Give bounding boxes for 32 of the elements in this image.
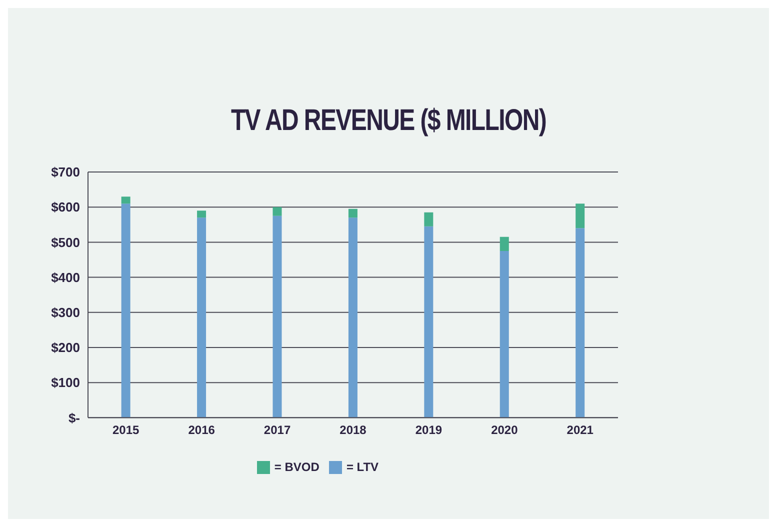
bar bbox=[272, 207, 282, 216]
bar bbox=[272, 216, 282, 418]
y-tick-label: $200 bbox=[51, 340, 80, 356]
bar bbox=[121, 204, 130, 418]
legend-label: = LTV bbox=[346, 460, 379, 474]
bar bbox=[576, 204, 585, 228]
bar bbox=[348, 208, 358, 218]
y-tick-label: $700 bbox=[51, 164, 80, 180]
y-tick-label: $600 bbox=[51, 200, 80, 215]
x-tick-label: 2018 bbox=[340, 423, 367, 438]
y-tick-label: $300 bbox=[51, 305, 80, 320]
x-tick-label: 2019 bbox=[415, 423, 442, 438]
legend-label: = BVOD bbox=[274, 460, 320, 474]
bar bbox=[121, 196, 130, 204]
x-tick-label: 2016 bbox=[188, 423, 216, 438]
x-tick-label: 2020 bbox=[491, 423, 518, 438]
x-tick-label: 2017 bbox=[264, 423, 291, 438]
bar bbox=[348, 218, 358, 418]
y-tick-label: $500 bbox=[51, 234, 80, 250]
chart-title: TV AD REVENUE ($ MILLION) bbox=[230, 103, 548, 139]
bar bbox=[500, 250, 509, 418]
bar bbox=[576, 228, 585, 418]
bar bbox=[424, 212, 434, 226]
bar bbox=[500, 236, 509, 251]
bar bbox=[197, 210, 206, 218]
bar bbox=[197, 218, 206, 418]
x-tick-label: 2015 bbox=[112, 423, 140, 438]
y-tick-label: $- bbox=[68, 410, 80, 426]
y-tick-label: $100 bbox=[51, 375, 80, 390]
x-tick-label: 2021 bbox=[566, 423, 594, 438]
y-tick-label: $400 bbox=[51, 270, 80, 285]
bar bbox=[424, 226, 434, 418]
